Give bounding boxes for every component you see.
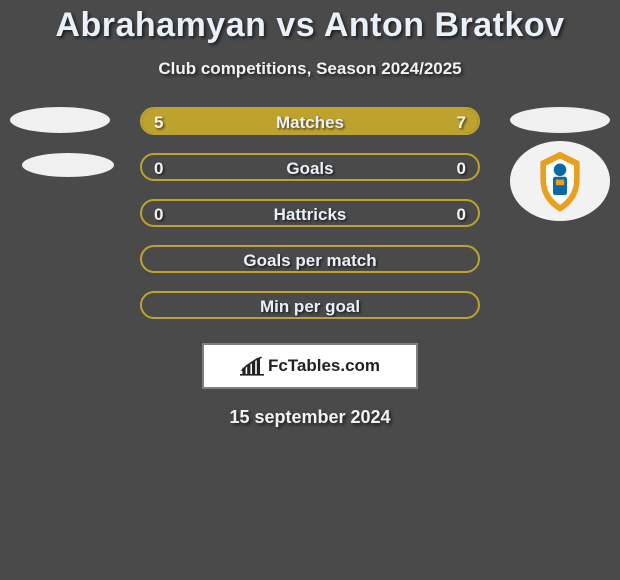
bar-right [280,109,478,133]
bar-label: Hattricks [142,205,478,225]
bar-left [142,109,280,133]
bar-track-mpg: Min per goal [140,291,480,319]
stat-row-mpg: Min per goal [0,291,620,337]
bar-track-matches: 5 Matches 7 [140,107,480,135]
brand-box[interactable]: FcTables.com [202,343,418,389]
bar-label: Goals per match [142,251,478,271]
subtitle: Club competitions, Season 2024/2025 [0,59,620,79]
value-left: 0 [154,159,163,179]
bar-label: Goals [142,159,478,179]
footer-date: 15 september 2024 [0,407,620,428]
bar-track-hattricks: 0 Hattricks 0 [140,199,480,227]
page-title: Abrahamyan vs Anton Bratkov [0,0,620,45]
stat-row-gpm: Goals per match [0,245,620,291]
brand-text: FcTables.com [268,356,380,376]
bar-track-gpm: Goals per match [140,245,480,273]
value-left: 0 [154,205,163,225]
player-right-badge [510,107,610,133]
value-right: 0 [457,159,466,179]
bar-label: Min per goal [142,297,478,317]
player-left-badge [22,153,114,177]
comparison-rows: 5 Matches 7 0 Goals 0 [0,107,620,337]
stat-row-goals: 0 Goals 0 [0,153,620,199]
brand-chart-icon [240,356,264,376]
player-left-badge [10,107,110,133]
value-right: 0 [457,205,466,225]
stat-row-hattricks: 0 Hattricks 0 [0,199,620,245]
bar-track-goals: 0 Goals 0 [140,153,480,181]
